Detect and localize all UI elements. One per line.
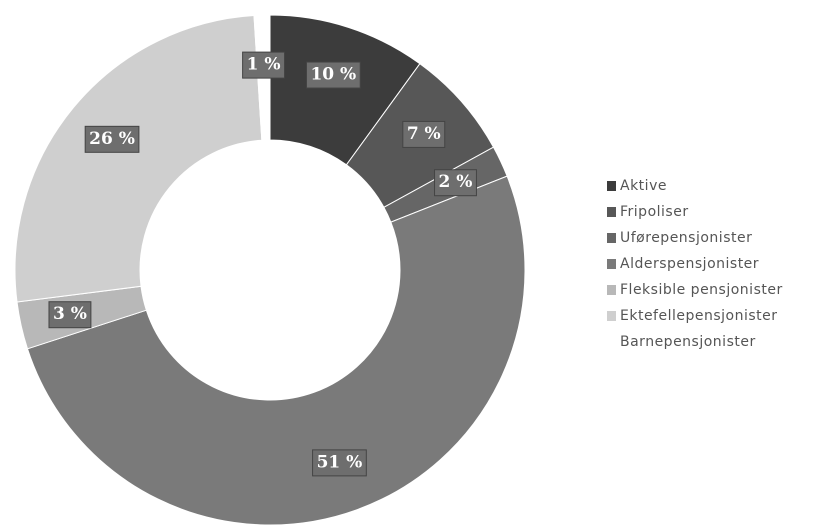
data-label: 7 % xyxy=(402,120,446,148)
data-label-box xyxy=(242,51,286,79)
data-label-text: 51 % xyxy=(317,452,363,472)
data-label: 26 % xyxy=(84,125,140,153)
data-label: 10 % xyxy=(305,61,361,89)
legend-label: Fleksible pensjonister xyxy=(620,282,783,298)
data-label: 3 % xyxy=(48,301,92,329)
data-label: 51 % xyxy=(312,449,367,477)
data-label: 2 % xyxy=(434,169,477,197)
data-label-text: 3 % xyxy=(53,304,87,324)
data-label-text: 26 % xyxy=(89,129,135,149)
data-label-box xyxy=(84,125,140,153)
legend-label: Uførepensjonister xyxy=(620,230,752,246)
data-label-box xyxy=(48,301,92,329)
data-label-text: 1 % xyxy=(247,55,281,75)
legend-marker xyxy=(607,207,616,217)
legend-marker xyxy=(607,259,616,269)
data-label-text: 2 % xyxy=(439,172,473,192)
data-label-box xyxy=(312,449,367,477)
legend-marker xyxy=(607,181,616,191)
data-label-box xyxy=(434,169,477,197)
legend-label: Ektefellepensjonister xyxy=(620,308,778,324)
legend-marker xyxy=(607,311,616,321)
legend-label: Barnepensjonister xyxy=(620,334,756,350)
data-label-text: 7 % xyxy=(407,124,441,144)
data-label-box xyxy=(305,61,361,89)
legend-marker xyxy=(607,233,616,243)
slice xyxy=(14,14,263,303)
legend-label: Alderspensjonister xyxy=(620,256,759,272)
data-label-box xyxy=(402,120,446,148)
data-label: 1 % xyxy=(242,51,286,79)
legend-label: Fripoliser xyxy=(620,204,689,220)
legend-marker xyxy=(607,285,616,295)
data-label-text: 10 % xyxy=(310,65,356,85)
legend-label: Aktive xyxy=(620,178,667,194)
legend-marker xyxy=(607,337,616,347)
slice xyxy=(26,175,526,526)
